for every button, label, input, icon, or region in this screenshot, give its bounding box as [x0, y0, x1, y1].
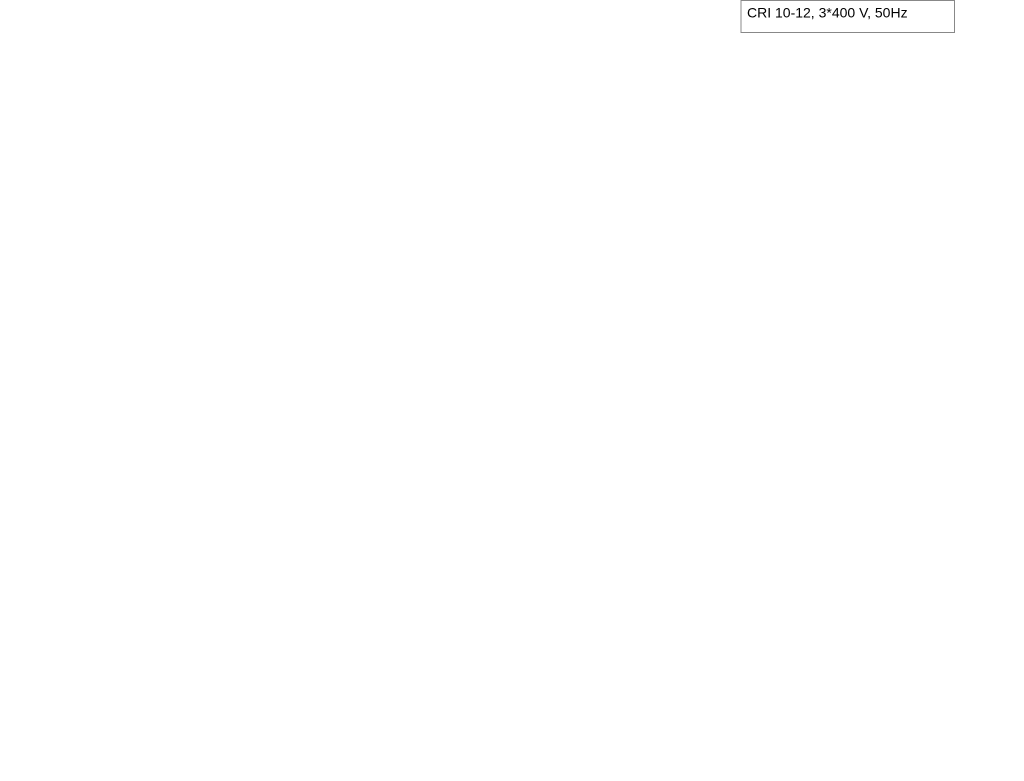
title-box	[740, 0, 955, 33]
chart-title: CRI 10-12, 3*400 V, 50Hz	[747, 5, 908, 21]
